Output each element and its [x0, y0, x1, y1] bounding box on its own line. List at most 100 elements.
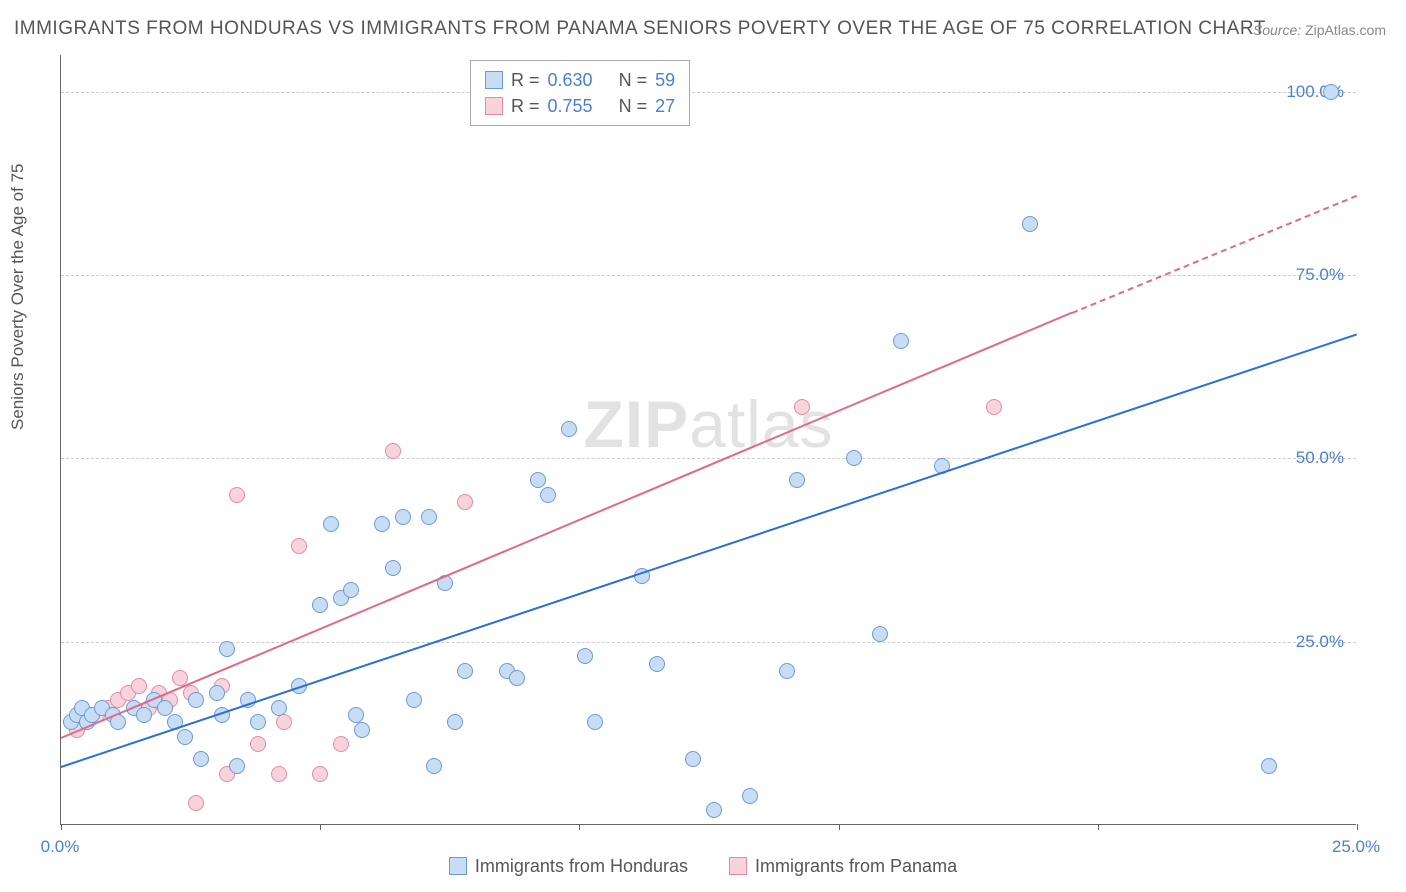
data-point — [219, 641, 235, 657]
data-point — [509, 670, 525, 686]
data-point — [343, 582, 359, 598]
gridline — [61, 642, 1356, 643]
y-axis-label: Seniors Poverty Over the Age of 75 — [8, 164, 28, 430]
data-point — [540, 487, 556, 503]
data-point — [587, 714, 603, 730]
y-tick-label: 25.0% — [1296, 632, 1344, 652]
series-legend: Immigrants from Honduras Immigrants from… — [0, 856, 1406, 881]
data-point — [188, 795, 204, 811]
data-point — [312, 766, 328, 782]
x-tick-label: 25.0% — [1332, 837, 1380, 857]
r-label: R = — [511, 67, 540, 93]
x-tick — [61, 824, 62, 830]
x-tick — [579, 824, 580, 830]
data-point — [323, 516, 339, 532]
data-point — [229, 487, 245, 503]
y-tick-label: 75.0% — [1296, 265, 1344, 285]
data-point — [893, 333, 909, 349]
data-point — [1022, 216, 1038, 232]
data-point — [250, 714, 266, 730]
data-point — [385, 560, 401, 576]
trend-line — [1071, 194, 1357, 313]
x-tick — [1098, 824, 1099, 830]
r-label: R = — [511, 93, 540, 119]
data-point — [157, 700, 173, 716]
data-point — [685, 751, 701, 767]
data-point — [229, 758, 245, 774]
r-value: 0.630 — [548, 67, 593, 93]
data-point — [374, 516, 390, 532]
data-point — [250, 736, 266, 752]
data-point — [188, 692, 204, 708]
data-point — [986, 399, 1002, 415]
data-point — [312, 597, 328, 613]
watermark: ZIPatlas — [583, 386, 833, 462]
r-value: 0.755 — [548, 93, 593, 119]
data-point — [742, 788, 758, 804]
n-label: N = — [619, 93, 648, 119]
data-point — [136, 707, 152, 723]
data-point — [706, 802, 722, 818]
data-point — [385, 443, 401, 459]
watermark-zip: ZIP — [583, 387, 689, 461]
x-tick — [1357, 824, 1358, 830]
data-point — [177, 729, 193, 745]
data-point — [276, 714, 292, 730]
chart-title: IMMIGRANTS FROM HONDURAS VS IMMIGRANTS F… — [14, 18, 1266, 40]
data-point — [846, 450, 862, 466]
data-point — [447, 714, 463, 730]
swatch-honduras — [485, 71, 503, 89]
data-point — [577, 648, 593, 664]
data-point — [131, 678, 147, 694]
gridline — [61, 458, 1356, 459]
data-point — [530, 472, 546, 488]
legend-label: Immigrants from Panama — [755, 856, 957, 877]
data-point — [872, 626, 888, 642]
data-point — [794, 399, 810, 415]
source-attribution: Source: ZipAtlas.com — [1253, 22, 1386, 38]
data-point — [271, 700, 287, 716]
watermark-atlas: atlas — [689, 387, 833, 461]
data-point — [649, 656, 665, 672]
n-value: 27 — [655, 93, 675, 119]
data-point — [291, 538, 307, 554]
data-point — [395, 509, 411, 525]
data-point — [426, 758, 442, 774]
y-tick-label: 50.0% — [1296, 448, 1344, 468]
swatch-panama — [485, 97, 503, 115]
legend-label: Immigrants from Honduras — [475, 856, 688, 877]
legend-row-honduras: R = 0.630 N = 59 — [485, 67, 675, 93]
swatch-panama — [729, 857, 747, 875]
source-label: Source: — [1253, 22, 1301, 38]
data-point — [193, 751, 209, 767]
data-point — [354, 722, 370, 738]
data-point — [457, 494, 473, 510]
data-point — [348, 707, 364, 723]
data-point — [271, 766, 287, 782]
data-point — [779, 663, 795, 679]
data-point — [209, 685, 225, 701]
data-point — [561, 421, 577, 437]
data-point — [1323, 84, 1339, 100]
source-value: ZipAtlas.com — [1305, 22, 1386, 38]
data-point — [406, 692, 422, 708]
legend-item-honduras: Immigrants from Honduras — [449, 856, 688, 877]
data-point — [457, 663, 473, 679]
x-tick — [320, 824, 321, 830]
data-point — [1261, 758, 1277, 774]
swatch-honduras — [449, 857, 467, 875]
data-point — [789, 472, 805, 488]
n-value: 59 — [655, 67, 675, 93]
data-point — [421, 509, 437, 525]
correlation-legend: R = 0.630 N = 59 R = 0.755 N = 27 — [470, 60, 690, 126]
x-tick-label: 0.0% — [41, 837, 80, 857]
gridline — [61, 92, 1356, 93]
legend-row-panama: R = 0.755 N = 27 — [485, 93, 675, 119]
trend-line — [61, 312, 1073, 739]
n-label: N = — [619, 67, 648, 93]
scatter-plot-area: ZIPatlas 25.0%50.0%75.0%100.0% — [60, 55, 1356, 825]
data-point — [333, 736, 349, 752]
trend-line — [61, 334, 1358, 769]
x-tick — [839, 824, 840, 830]
legend-item-panama: Immigrants from Panama — [729, 856, 957, 877]
